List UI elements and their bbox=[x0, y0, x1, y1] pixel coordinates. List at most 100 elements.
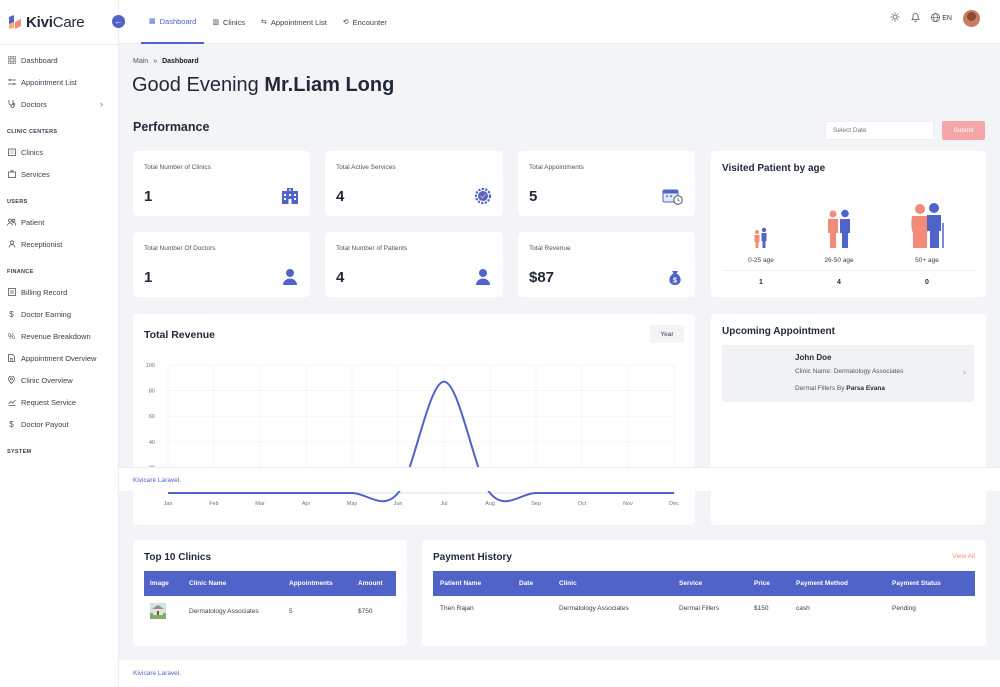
footer-link[interactable]: Kivicare Laravel. bbox=[133, 477, 182, 484]
location-icon bbox=[7, 376, 16, 385]
chevron-right-icon: › bbox=[963, 367, 966, 377]
tab-clinics[interactable]: ▥ Clinics bbox=[204, 0, 253, 44]
date-input[interactable] bbox=[825, 121, 934, 140]
logo-icon bbox=[9, 15, 21, 29]
sidebar-item-label: Appointment List bbox=[21, 77, 77, 87]
x-tick-label: Jan bbox=[164, 501, 173, 507]
avatar[interactable] bbox=[963, 9, 980, 27]
revenue-series-line bbox=[168, 380, 674, 503]
payment-method: cash bbox=[796, 605, 810, 612]
patient-name: Then Rajan bbox=[440, 605, 474, 612]
upcoming-title: Upcoming Appointment bbox=[722, 326, 835, 337]
list-icon bbox=[7, 78, 16, 87]
money-bag-icon: $ bbox=[669, 271, 681, 285]
visited-title: Visited Patient by age bbox=[722, 163, 826, 174]
topbar-actions: EN bbox=[890, 8, 980, 28]
stat-card-clinics: Total Number of Clinics 1 bbox=[133, 151, 310, 216]
billing-icon bbox=[7, 288, 16, 297]
building-icon bbox=[7, 148, 16, 157]
stat-value: 5 bbox=[529, 188, 538, 205]
sidebar-item-label: Clinics bbox=[21, 147, 44, 157]
sidebar-item-doctors[interactable]: Doctors › bbox=[0, 93, 119, 115]
top-clinics-card: Top 10 Clinics Image Clinic Name Appoint… bbox=[133, 540, 407, 646]
chevron-right-icon: › bbox=[100, 99, 103, 109]
top-clinics-title: Top 10 Clinics bbox=[144, 552, 212, 563]
stat-value: $87 bbox=[529, 269, 555, 286]
sidebar-item-request-service[interactable]: Request Service bbox=[0, 391, 119, 413]
tab-label: Appointment List bbox=[270, 17, 327, 27]
sidebar-item-label: Dashboard bbox=[21, 55, 58, 65]
age-count: 4 bbox=[837, 279, 841, 286]
dollar-icon: $ bbox=[9, 309, 14, 319]
sidebar-item-label: Doctor Earning bbox=[21, 309, 72, 319]
table-header: Patient Name Date Clinic Service Price P… bbox=[433, 571, 975, 596]
encounter-icon: ⟲ bbox=[342, 19, 349, 26]
top-tabs: ▦ Dashboard ▥ Clinics ⇆ Appointment List… bbox=[141, 0, 395, 44]
collapse-sidebar-button[interactable]: ← bbox=[112, 15, 125, 28]
stat-label: Total Number Of Doctors bbox=[144, 245, 216, 252]
topbar: ← ▦ Dashboard ▥ Clinics ⇆ Appointment Li… bbox=[112, 0, 1000, 44]
view-all-link[interactable]: View All bbox=[952, 553, 975, 560]
sidebar-item-doctor-payout[interactable]: $ Doctor Payout bbox=[0, 413, 119, 435]
column-header: Payment Method bbox=[796, 580, 849, 587]
grid-icon: ▦ bbox=[149, 18, 156, 25]
dollar-icon: $ bbox=[9, 419, 14, 429]
sun-icon[interactable] bbox=[890, 12, 900, 24]
percent-icon: % bbox=[7, 331, 16, 341]
clinic-name: Dermatology Associates bbox=[559, 605, 629, 612]
bell-icon[interactable] bbox=[911, 12, 921, 24]
year-filter-button[interactable]: Year bbox=[650, 325, 684, 343]
document-icon bbox=[7, 354, 16, 363]
column-header: Image bbox=[150, 580, 169, 587]
receptionist-icon bbox=[7, 240, 16, 249]
sidebar-item-receptionist[interactable]: Receptionist bbox=[0, 233, 119, 255]
children-icon bbox=[754, 227, 767, 248]
amount: $750 bbox=[358, 608, 373, 615]
sidebar-item-billing-record[interactable]: Billing Record bbox=[0, 281, 119, 303]
sidebar-item-clinic-overview[interactable]: Clinic Overview bbox=[0, 369, 119, 391]
stat-label: Total Active Services bbox=[336, 164, 396, 171]
section-users: USERS bbox=[7, 199, 28, 205]
total-revenue-card: Total Revenue Year 10080604020JanFebMarA… bbox=[133, 314, 695, 525]
x-tick-label: Mar bbox=[255, 501, 265, 507]
sidebar-item-revenue-breakdown[interactable]: % Revenue Breakdown bbox=[0, 325, 119, 347]
sidebar-item-label: Appointment Overview bbox=[21, 353, 97, 363]
appointment-count: 5 bbox=[289, 608, 293, 615]
stat-card-appointments: Total Appointments 5 bbox=[518, 151, 695, 216]
clinic-name: Dermatology Associates bbox=[189, 608, 259, 615]
column-header: Clinic Name bbox=[189, 580, 227, 587]
tab-encounter[interactable]: ⟲ Encounter bbox=[335, 0, 395, 44]
trend-icon bbox=[7, 398, 16, 407]
x-tick-label: May bbox=[347, 501, 358, 507]
doctor-name: Parsa Evana bbox=[846, 385, 885, 392]
submit-button[interactable]: Submit bbox=[942, 121, 985, 140]
kivicare-logo[interactable]: KiviCare bbox=[8, 10, 85, 34]
table-row[interactable]: Then Rajan Dermatology Associates Dermal… bbox=[433, 596, 975, 621]
users-icon bbox=[7, 218, 16, 227]
tab-dashboard[interactable]: ▦ Dashboard bbox=[141, 0, 205, 44]
greeting-prefix: Good Evening bbox=[132, 74, 259, 96]
stat-card-services: Total Active Services 4 bbox=[325, 151, 503, 216]
stat-label: Total Number of Patients bbox=[336, 245, 408, 252]
appointment-item[interactable]: John Doe Clinic Name: Dermatology Associ… bbox=[722, 345, 974, 402]
sidebar-item-services[interactable]: Services bbox=[0, 163, 119, 185]
age-label: 0-25 age bbox=[748, 257, 774, 264]
tab-appointment-list[interactable]: ⇆ Appointment List bbox=[253, 0, 335, 44]
table-row[interactable]: Dermatology Associates 5 $750 bbox=[144, 599, 396, 624]
sidebar-item-appointment-overview[interactable]: Appointment Overview bbox=[0, 347, 119, 369]
stat-label: Total Number of Clinics bbox=[144, 164, 211, 171]
x-tick-label: Apr bbox=[302, 501, 311, 507]
payment-history-title: Payment History bbox=[433, 552, 512, 563]
y-tick-label: 40 bbox=[149, 440, 155, 446]
x-tick-label: Jul bbox=[440, 501, 447, 507]
footer-link[interactable]: Kivicare Laravel. bbox=[133, 670, 182, 677]
language-selector[interactable]: EN bbox=[931, 12, 952, 24]
sidebar-item-dashboard[interactable]: Dashboard bbox=[0, 49, 119, 71]
sidebar-item-patient[interactable]: Patient bbox=[0, 211, 119, 233]
sidebar-item-appointment-list[interactable]: Appointment List bbox=[0, 71, 119, 93]
x-tick-label: Jun bbox=[394, 501, 403, 507]
sidebar-item-doctor-earning[interactable]: $ Doctor Earning bbox=[0, 303, 119, 325]
breadcrumb-root[interactable]: Main bbox=[133, 58, 149, 65]
sidebar: KiviCare Dashboard Appointment List Doct… bbox=[0, 0, 119, 687]
sidebar-item-clinics[interactable]: Clinics bbox=[0, 141, 119, 163]
